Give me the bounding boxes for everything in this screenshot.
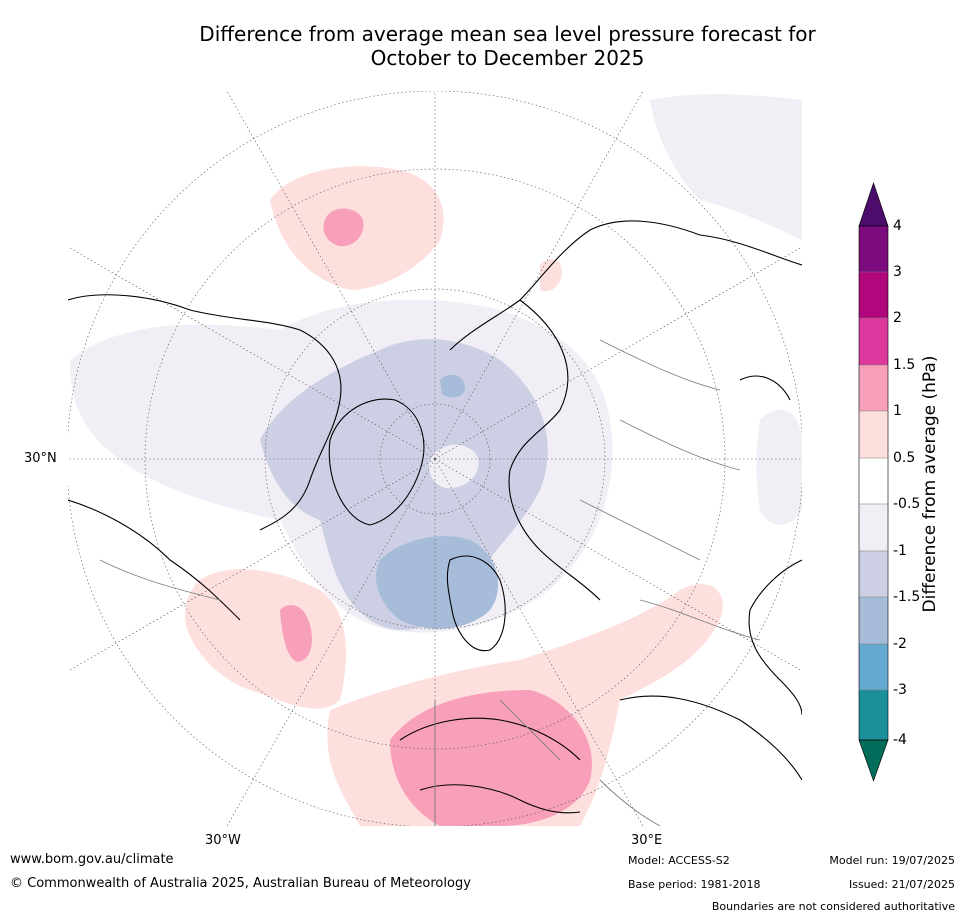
map-title: Difference from average mean sea level p… — [140, 22, 875, 70]
colorbar-band-neutral — [859, 458, 888, 504]
anomaly-positive-weak-pacific — [185, 569, 346, 709]
colorbar-tick: -3 — [893, 682, 907, 698]
colorbar-tick: -4 — [893, 732, 907, 748]
map-area — [68, 91, 802, 826]
lon-label-30w: 30°W — [205, 833, 241, 848]
colorbar-band-minus-2-3 — [859, 644, 888, 690]
base-period: Base period: 1981-2018 — [628, 878, 761, 891]
coastline-scandinavia — [446, 555, 506, 652]
colorbar-tick: 1.5 — [893, 357, 916, 373]
issued-date: Issued: 21/07/2025 — [848, 878, 955, 891]
anomaly-positive-weak-asia — [540, 259, 562, 292]
coastline-greenland — [328, 398, 425, 526]
colorbar-tick: -0.5 — [893, 496, 921, 512]
coastline-north-america — [68, 294, 342, 621]
colorbar-tick: 3 — [893, 264, 902, 280]
colorbar-band-0.5-1 — [859, 411, 888, 458]
anomaly-negative-weak-east — [650, 94, 802, 240]
anomaly-negative-strong — [376, 536, 499, 629]
model-info: Model: ACCESS-S2 — [628, 854, 730, 867]
coastline-mediterranean — [399, 695, 802, 814]
colorbar-dividers — [859, 271, 888, 691]
lat-label-30n: 30°N — [24, 451, 57, 466]
model-run: Model run: 19/07/2025 — [829, 854, 955, 867]
colorbar-frame — [858, 225, 889, 741]
colorbar-tick: 4 — [893, 218, 902, 234]
colorbar-band-minus-3-4 — [859, 690, 888, 740]
lon-label-30e: 30°E — [631, 833, 663, 848]
colorbar-tick: -1.5 — [893, 589, 921, 605]
title-line-2: October to December 2025 — [370, 46, 645, 70]
colorbar-tick: 2 — [893, 310, 902, 326]
colorbar-tick: -2 — [893, 636, 907, 652]
coastline-eurasia — [449, 220, 802, 601]
colorbar-min-arrow — [858, 739, 889, 782]
coastline-east-asia — [739, 375, 802, 716]
website-link[interactable]: www.bom.gov.au/climate — [10, 852, 174, 867]
boundaries-disclaimer: Boundaries are not considered authoritat… — [711, 900, 955, 913]
colorbar-band-minus-0.5-1 — [859, 504, 888, 551]
anomaly-positive-moderate-europe — [390, 690, 592, 826]
anomaly-negative-strong-small — [440, 374, 465, 398]
colorbar-band-1.5-2 — [859, 318, 888, 365]
colorbar-tick: 1 — [893, 403, 902, 419]
colorbar-band-minus-1-1.5 — [859, 551, 888, 597]
anomaly-positive-moderate-pacific — [280, 605, 312, 662]
copyright: © Commonwealth of Australia 2025, Austra… — [10, 876, 471, 891]
colorbar-band-1-1.5 — [859, 365, 888, 411]
colorbar-max-arrow — [858, 182, 889, 227]
colorbar-tick: -1 — [893, 543, 907, 559]
anomaly-negative-weak-asia — [756, 409, 802, 525]
colorbar-band-minus-1.5-2 — [859, 597, 888, 644]
graticule — [68, 91, 802, 826]
colorbar-band-2-3 — [859, 272, 888, 318]
colorbar — [858, 182, 889, 782]
colorbar-tick: 0.5 — [893, 450, 916, 466]
anomaly-positive-moderate-north — [323, 208, 364, 247]
colorbar-label-text: Difference from average (hPa) — [920, 355, 940, 613]
country-borders — [99, 339, 761, 826]
colorbar-band-3-4 — [859, 226, 888, 272]
title-line-1: Difference from average mean sea level p… — [199, 22, 816, 46]
